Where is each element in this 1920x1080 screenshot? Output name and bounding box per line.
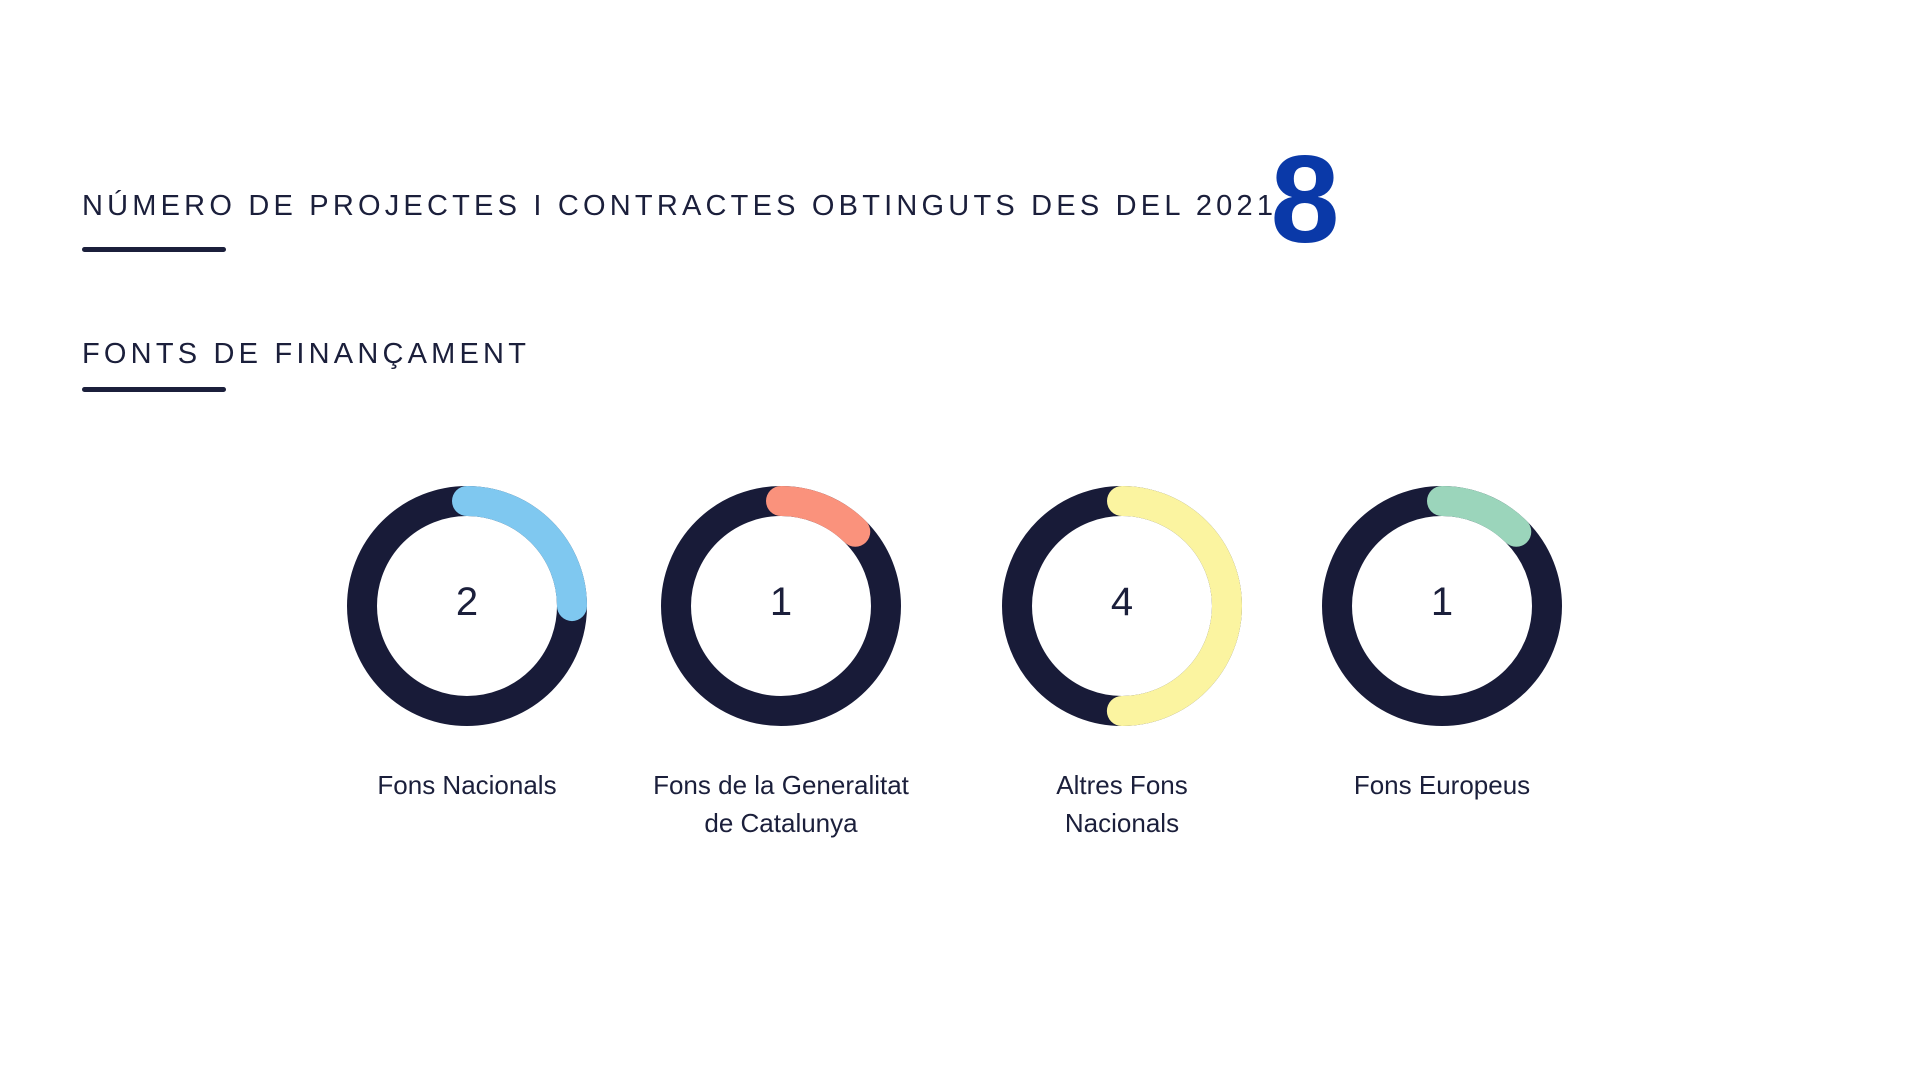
donut-label-fons-europeus: Fons Europeus — [1282, 766, 1602, 804]
donut-label-fons-nacionals: Fons Nacionals — [307, 766, 627, 804]
donut-label-fons-de-la-generalitat-de-catalunya: Fons de la Generalitat de Catalunya — [621, 766, 941, 842]
donut-value-fons-nacionals: 2 — [456, 580, 478, 624]
donut-label-line: Fons Nacionals — [377, 770, 557, 800]
donut-label-line: Fons de la Generalitat — [653, 770, 909, 800]
donut-value-altres-fons-nacionals: 4 — [1111, 580, 1133, 624]
donut-value-fons-europeus: 1 — [1431, 580, 1453, 624]
projects-total-count: 8 — [1270, 131, 1340, 269]
donut-label-line: de Catalunya — [704, 808, 858, 838]
donut-arc-fons-europeus — [1322, 486, 1562, 726]
donut-label-altres-fons-nacionals: Altres Fons Nacionals — [962, 766, 1282, 842]
donut-arc-fons-nacionals — [347, 486, 587, 726]
funding-title-underline — [82, 387, 226, 392]
donut-label-line: Altres Fons — [1056, 770, 1188, 800]
donut-label-line: Nacionals — [1064, 808, 1180, 838]
projects-section-title: NÚMERO DE PROJECTES I CONTRACTES OBTINGU… — [82, 190, 1278, 222]
donut-arc-altres-fons-nacionals — [1002, 486, 1242, 726]
donut-label-line: Fons Europeus — [1353, 770, 1531, 800]
donut-value-fons-de-la-generalitat-de-catalunya: 1 — [770, 580, 792, 624]
projects-title-underline — [82, 247, 226, 252]
donut-arc-fons-de-la-generalitat-de-catalunya — [661, 486, 901, 726]
funding-section-title: FONTS DE FINANÇAMENT — [82, 338, 531, 370]
